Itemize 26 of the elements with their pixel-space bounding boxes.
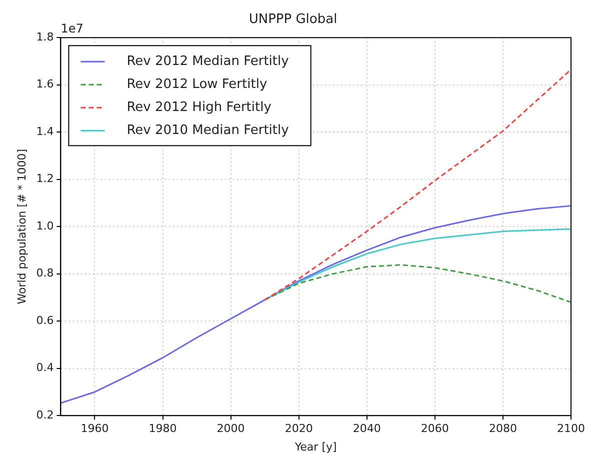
- legend-label: Rev 2012 Low Fertitly: [126, 76, 268, 92]
- x-tick-label: 2040: [352, 422, 381, 436]
- legend-label: Rev 2010 Median Fertitly: [126, 122, 290, 138]
- y-tick-label: 0.6: [36, 314, 54, 327]
- x-tick-label: 1980: [148, 422, 177, 436]
- x-tick-label: 2060: [420, 422, 449, 436]
- x-tick-label: 1960: [80, 422, 109, 436]
- y-tick-label: 1.0: [36, 219, 54, 232]
- y-tick-label: 1.4: [36, 124, 54, 138]
- x-axis-title: Year [y]: [294, 440, 337, 454]
- x-tick-label: 2080: [488, 422, 517, 436]
- y-tick-label: 0.4: [36, 361, 54, 374]
- legend-label: Rev 2012 Median Fertitly: [126, 54, 290, 69]
- y-tick-label: 1.2: [36, 172, 54, 186]
- y-tick-label: 0.8: [36, 266, 54, 280]
- x-tick-label: 2100: [557, 422, 586, 436]
- y-tick-label: 0.2: [36, 408, 54, 422]
- y-tick-label: 1.8: [36, 30, 54, 44]
- x-tick-label: 2000: [216, 422, 245, 436]
- x-tick-label: 2020: [284, 422, 313, 436]
- chart-title: UNPPP Global: [248, 12, 338, 28]
- y-axis-title: World population [# * 1000]: [15, 148, 28, 304]
- legend-label: Rev 2012 High Fertitly: [126, 100, 272, 115]
- y-tick-label: 1.6: [36, 78, 54, 91]
- line-series: [264, 264, 572, 303]
- text: 1e7: [60, 22, 84, 36]
